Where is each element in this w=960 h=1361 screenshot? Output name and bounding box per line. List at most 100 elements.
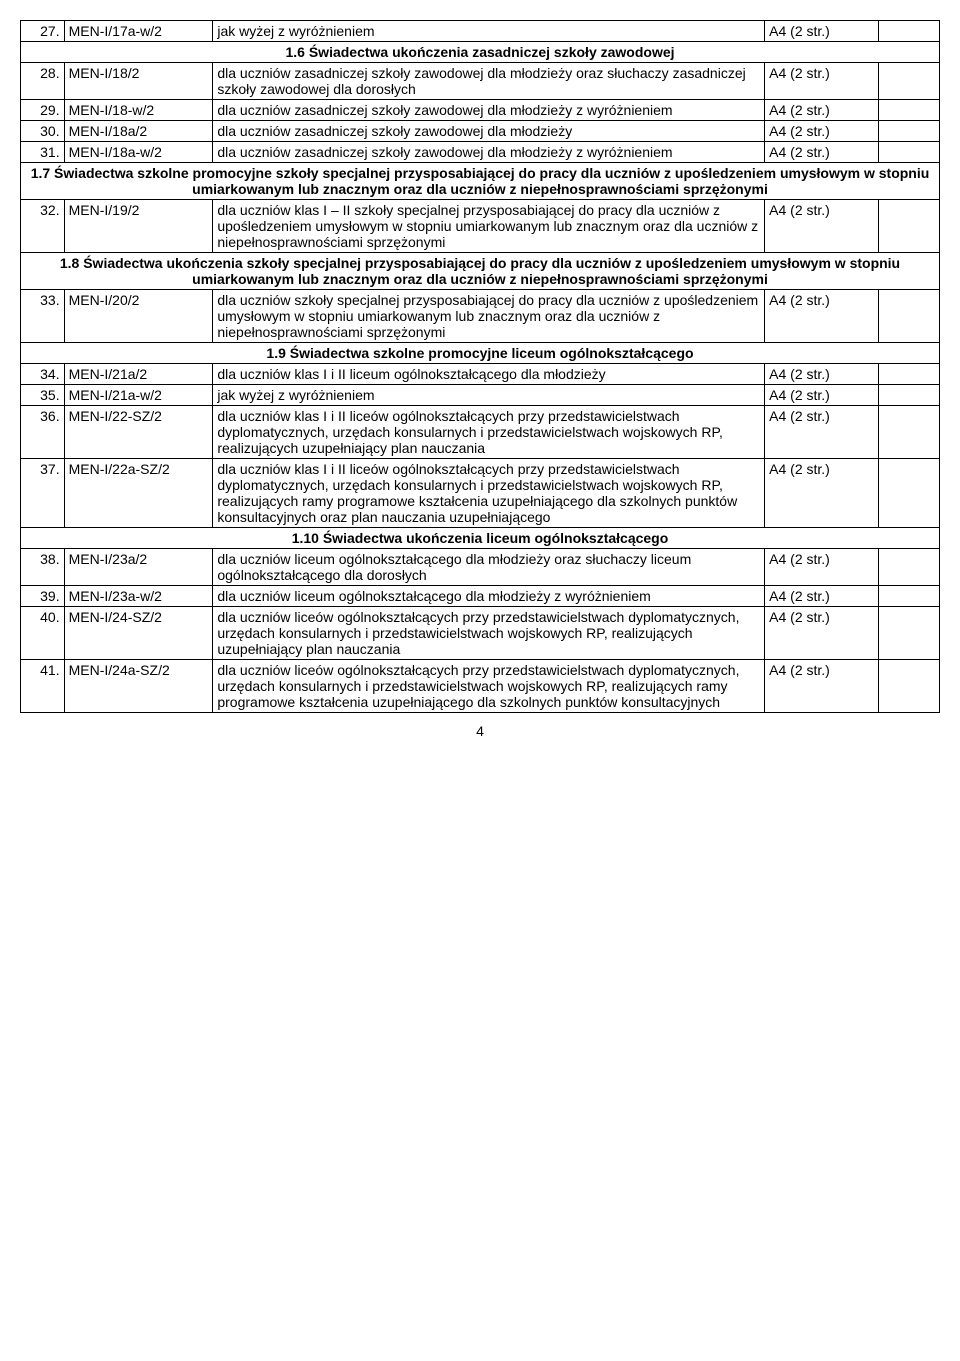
row-number: 37. — [21, 459, 65, 528]
table-body: 27.MEN-I/17a-w/2jak wyżej z wyróżnieniem… — [21, 21, 940, 713]
table-row: 29.MEN-I/18-w/2dla uczniów zasadniczej s… — [21, 100, 940, 121]
row-format: A4 (2 str.) — [765, 121, 879, 142]
row-empty — [878, 385, 939, 406]
row-empty — [878, 21, 939, 42]
row-number: 40. — [21, 607, 65, 660]
table-row: 28.MEN-I/18/2dla uczniów zasadniczej szk… — [21, 63, 940, 100]
row-description: jak wyżej z wyróżnieniem — [213, 21, 765, 42]
row-code: MEN-I/23a-w/2 — [64, 586, 213, 607]
row-code: MEN-I/18-w/2 — [64, 100, 213, 121]
row-code: MEN-I/24-SZ/2 — [64, 607, 213, 660]
table-row: 38.MEN-I/23a/2dla uczniów liceum ogólnok… — [21, 549, 940, 586]
table-row: 34.MEN-I/21a/2dla uczniów klas I i II li… — [21, 364, 940, 385]
row-number: 33. — [21, 290, 65, 343]
section-header-cell: 1.9 Świadectwa szkolne promocyjne liceum… — [21, 343, 940, 364]
row-description: dla uczniów zasadniczej szkoły zawodowej… — [213, 100, 765, 121]
row-description: dla uczniów liceum ogólnokształcącego dl… — [213, 549, 765, 586]
row-format: A4 (2 str.) — [765, 459, 879, 528]
row-number: 36. — [21, 406, 65, 459]
row-number: 31. — [21, 142, 65, 163]
table-row: 39.MEN-I/23a-w/2dla uczniów liceum ogóln… — [21, 586, 940, 607]
row-code: MEN-I/23a/2 — [64, 549, 213, 586]
row-description: jak wyżej z wyróżnieniem — [213, 385, 765, 406]
row-format: A4 (2 str.) — [765, 607, 879, 660]
table-row: 33.MEN-I/20/2dla uczniów szkoły specjaln… — [21, 290, 940, 343]
table-row: 27.MEN-I/17a-w/2jak wyżej z wyróżnieniem… — [21, 21, 940, 42]
row-empty — [878, 200, 939, 253]
row-code: MEN-I/19/2 — [64, 200, 213, 253]
page-number: 4 — [20, 723, 940, 739]
row-format: A4 (2 str.) — [765, 549, 879, 586]
row-empty — [878, 660, 939, 713]
row-code: MEN-I/18a/2 — [64, 121, 213, 142]
row-number: 29. — [21, 100, 65, 121]
row-number: 38. — [21, 549, 65, 586]
row-number: 28. — [21, 63, 65, 100]
row-empty — [878, 100, 939, 121]
row-description: dla uczniów klas I i II liceum ogólnoksz… — [213, 364, 765, 385]
table-row: 32.MEN-I/19/2dla uczniów klas I – II szk… — [21, 200, 940, 253]
section-header-cell: 1.10 Świadectwa ukończenia liceum ogólno… — [21, 528, 940, 549]
table-row: 1.9 Świadectwa szkolne promocyjne liceum… — [21, 343, 940, 364]
row-format: A4 (2 str.) — [765, 364, 879, 385]
row-description: dla uczniów liceów ogólnokształcących pr… — [213, 660, 765, 713]
row-number: 34. — [21, 364, 65, 385]
row-format: A4 (2 str.) — [765, 142, 879, 163]
row-format: A4 (2 str.) — [765, 21, 879, 42]
table-row: 35.MEN-I/21a-w/2jak wyżej z wyróżnieniem… — [21, 385, 940, 406]
row-code: MEN-I/18a-w/2 — [64, 142, 213, 163]
table-row: 1.7 Świadectwa szkolne promocyjne szkoły… — [21, 163, 940, 200]
row-code: MEN-I/22a-SZ/2 — [64, 459, 213, 528]
row-format: A4 (2 str.) — [765, 660, 879, 713]
row-number: 39. — [21, 586, 65, 607]
row-description: dla uczniów liceum ogólnokształcącego dl… — [213, 586, 765, 607]
row-number: 32. — [21, 200, 65, 253]
row-format: A4 (2 str.) — [765, 290, 879, 343]
table-row: 40.MEN-I/24-SZ/2dla uczniów liceów ogóln… — [21, 607, 940, 660]
row-empty — [878, 364, 939, 385]
table-row: 31.MEN-I/18a-w/2dla uczniów zasadniczej … — [21, 142, 940, 163]
row-code: MEN-I/21a-w/2 — [64, 385, 213, 406]
row-empty — [878, 63, 939, 100]
table-row: 41.MEN-I/24a-SZ/2dla uczniów liceów ogól… — [21, 660, 940, 713]
row-code: MEN-I/17a-w/2 — [64, 21, 213, 42]
row-description: dla uczniów zasadniczej szkoły zawodowej… — [213, 142, 765, 163]
table-row: 37.MEN-I/22a-SZ/2dla uczniów klas I i II… — [21, 459, 940, 528]
row-number: 27. — [21, 21, 65, 42]
row-format: A4 (2 str.) — [765, 200, 879, 253]
document-table: 27.MEN-I/17a-w/2jak wyżej z wyróżnieniem… — [20, 20, 940, 713]
row-empty — [878, 459, 939, 528]
row-code: MEN-I/20/2 — [64, 290, 213, 343]
row-format: A4 (2 str.) — [765, 63, 879, 100]
table-row: 36.MEN-I/22-SZ/2dla uczniów klas I i II … — [21, 406, 940, 459]
row-code: MEN-I/21a/2 — [64, 364, 213, 385]
row-number: 41. — [21, 660, 65, 713]
row-format: A4 (2 str.) — [765, 100, 879, 121]
row-empty — [878, 121, 939, 142]
table-row: 1.8 Świadectwa ukończenia szkoły specjal… — [21, 253, 940, 290]
row-empty — [878, 142, 939, 163]
row-empty — [878, 290, 939, 343]
row-code: MEN-I/18/2 — [64, 63, 213, 100]
row-number: 35. — [21, 385, 65, 406]
section-header-cell: 1.8 Świadectwa ukończenia szkoły specjal… — [21, 253, 940, 290]
row-description: dla uczniów zasadniczej szkoły zawodowej… — [213, 121, 765, 142]
row-code: MEN-I/22-SZ/2 — [64, 406, 213, 459]
row-format: A4 (2 str.) — [765, 385, 879, 406]
table-row: 1.10 Świadectwa ukończenia liceum ogólno… — [21, 528, 940, 549]
row-description: dla uczniów klas I – II szkoły specjalne… — [213, 200, 765, 253]
section-header-cell: 1.6 Świadectwa ukończenia zasadniczej sz… — [21, 42, 940, 63]
row-description: dla uczniów klas I i II liceów ogólnoksz… — [213, 406, 765, 459]
row-description: dla uczniów zasadniczej szkoły zawodowej… — [213, 63, 765, 100]
row-number: 30. — [21, 121, 65, 142]
section-header-cell: 1.7 Świadectwa szkolne promocyjne szkoły… — [21, 163, 940, 200]
row-description: dla uczniów szkoły specjalnej przysposab… — [213, 290, 765, 343]
row-format: A4 (2 str.) — [765, 586, 879, 607]
row-description: dla uczniów liceów ogólnokształcących pr… — [213, 607, 765, 660]
row-empty — [878, 586, 939, 607]
table-row: 30.MEN-I/18a/2dla uczniów zasadniczej sz… — [21, 121, 940, 142]
row-empty — [878, 607, 939, 660]
row-code: MEN-I/24a-SZ/2 — [64, 660, 213, 713]
row-description: dla uczniów klas I i II liceów ogólnoksz… — [213, 459, 765, 528]
table-row: 1.6 Świadectwa ukończenia zasadniczej sz… — [21, 42, 940, 63]
